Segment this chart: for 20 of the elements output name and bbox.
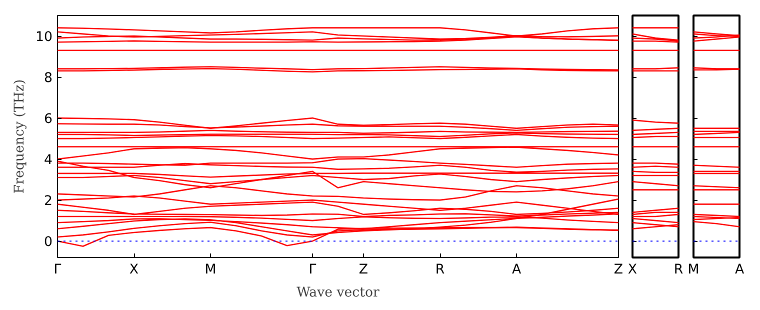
y-tick-label: 4	[44, 153, 53, 168]
y-tick-label: 6	[44, 112, 53, 128]
y-tick-label: 0	[44, 235, 53, 250]
y-tick-label: 10	[36, 30, 53, 46]
x-tick-label: Z	[614, 262, 624, 278]
x-tick-label: M	[688, 262, 700, 278]
x-tick-label: R	[674, 262, 684, 278]
x-tick-label: X	[129, 262, 139, 278]
x-tick-label: R	[435, 262, 445, 278]
x-tick-label: X	[628, 262, 638, 278]
y-axis-title: Frequency (THz)	[12, 79, 28, 194]
x-tick-label: A	[734, 262, 744, 278]
x-tick-label: Z	[358, 262, 368, 278]
y-tick-label: 2	[44, 194, 53, 210]
x-axis-title: Wave vector	[296, 286, 380, 300]
x-tick-label: Γ	[308, 262, 317, 278]
x-tick-label: Γ	[54, 262, 62, 278]
y-tick-label: 8	[44, 71, 53, 86]
x-tick-label: M	[204, 262, 216, 278]
x-tick-label: A	[512, 262, 522, 278]
